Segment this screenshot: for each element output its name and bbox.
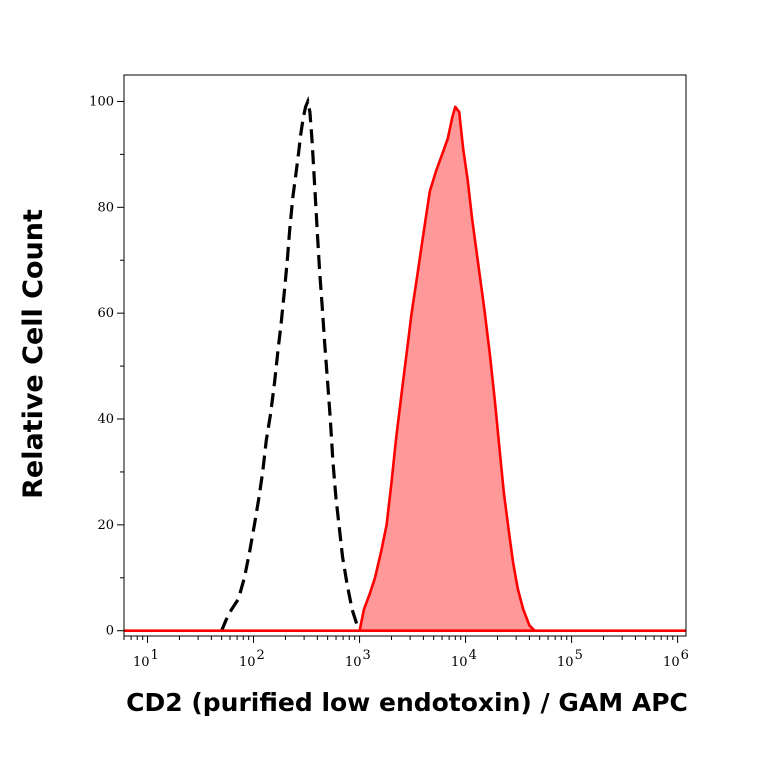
x-tick-label: 10 [451,655,468,670]
plot-area [124,96,686,633]
plot-frame [123,74,687,637]
series-1-line [358,105,536,632]
y-tick-label: 40 [97,412,114,427]
y-tick-label: 60 [97,306,114,321]
x-axis-title: CD2 (purified low endotoxin) / GAM APC [126,688,688,717]
y-tick-label: 80 [97,200,114,215]
series-1-fill [359,106,535,631]
y-tick-label: 100 [89,94,114,109]
x-tick-label: 10 [557,655,574,670]
x-axis: 10 1 10 2 10 3 10 4 10 5 10 6 [123,636,689,670]
y-tick-label: 20 [97,518,114,533]
x-tick-exponent: 1 [151,648,159,663]
x-tick-exponent: 6 [681,648,689,663]
x-tick-exponent: 4 [469,648,477,663]
y-axis-title: Relative Cell Count [18,209,49,499]
x-tick-label: 10 [239,655,256,670]
series-0-line [220,96,364,632]
x-tick-label: 10 [345,655,362,670]
x-tick-exponent: 5 [575,648,583,663]
y-axis: 0 20 40 60 80 100 [89,94,124,639]
x-tick-label: 10 [663,655,680,670]
y-tick-label: 0 [106,624,114,639]
x-tick-exponent: 3 [363,648,371,663]
x-tick-label: 10 [133,655,150,670]
x-tick-exponent: 2 [257,648,265,663]
